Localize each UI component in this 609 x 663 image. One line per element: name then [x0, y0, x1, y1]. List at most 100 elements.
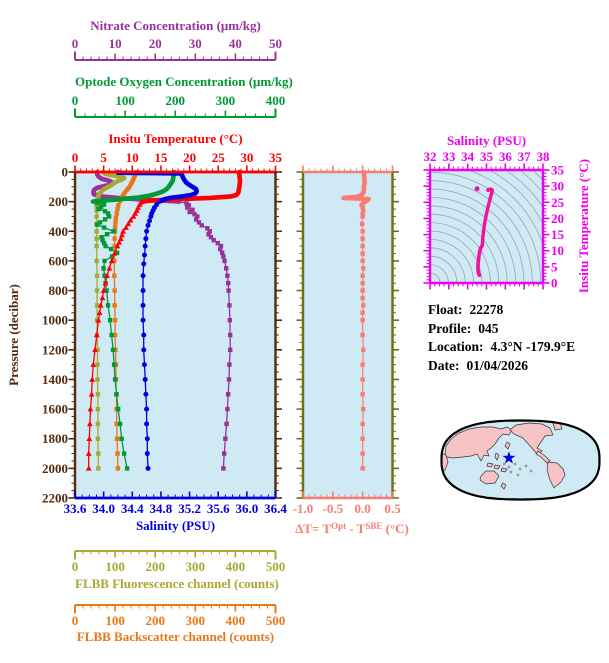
- svg-text:0: 0: [72, 613, 79, 628]
- svg-text:0: 0: [72, 559, 79, 574]
- svg-text:1400: 1400: [42, 372, 68, 387]
- delta-label-sup-opt: Opt: [331, 521, 347, 531]
- svg-text:-1.0: -1.0: [293, 501, 314, 516]
- svg-text:400: 400: [226, 559, 246, 574]
- svg-text:10: 10: [126, 150, 139, 165]
- svg-text:34: 34: [461, 149, 475, 164]
- svg-text:35: 35: [480, 149, 494, 164]
- svg-text:25: 25: [212, 150, 226, 165]
- pressure-axis-title: Pressure (decibar): [6, 284, 21, 386]
- svg-text:35: 35: [269, 150, 283, 165]
- svg-text:5: 5: [551, 259, 558, 274]
- svg-text:10: 10: [551, 243, 564, 258]
- svg-text:50: 50: [269, 36, 282, 51]
- svg-text:0: 0: [551, 276, 558, 291]
- svg-text:400: 400: [266, 93, 286, 108]
- nitrate-axis-title: Nitrate Concentration (μm/kg): [90, 18, 261, 33]
- svg-text:300: 300: [216, 93, 236, 108]
- svg-text:200: 200: [166, 93, 186, 108]
- svg-text:500: 500: [266, 613, 286, 628]
- svg-text:1000: 1000: [42, 313, 68, 328]
- temperature-axis-title: Insitu Temperature (°C): [108, 131, 243, 146]
- svg-text:10: 10: [109, 36, 122, 51]
- float-id-label: Float:: [428, 302, 463, 317]
- svg-text:33: 33: [442, 149, 456, 164]
- svg-text:2200: 2200: [42, 491, 68, 506]
- location-label: Location:: [428, 339, 484, 355]
- svg-text:15: 15: [154, 150, 168, 165]
- svg-text:100: 100: [105, 559, 125, 574]
- svg-text:-0.5: -0.5: [323, 501, 344, 516]
- profile-number-value: 045: [478, 320, 499, 336]
- date-value: 01/04/2026: [466, 357, 528, 373]
- profile-number-label: Profile:: [428, 320, 472, 336]
- svg-text:15: 15: [551, 227, 565, 242]
- float-info-block: Float: 22278 Profile: 045 Location: 4.3°N -…: [428, 301, 575, 375]
- svg-text:25: 25: [551, 195, 565, 210]
- svg-text:20: 20: [551, 211, 564, 226]
- profile-number-line: Profile: 045: [428, 320, 575, 339]
- svg-text:1800: 1800: [42, 431, 68, 446]
- ts-salinity-axis-title: Salinity (PSU): [446, 133, 527, 148]
- svg-text:35: 35: [551, 163, 565, 178]
- svg-text:200: 200: [145, 559, 165, 574]
- svg-text:34.8: 34.8: [150, 501, 173, 516]
- salinity-axis-title: Salinity (PSU): [135, 518, 216, 533]
- float-id-value: 22278: [469, 302, 504, 317]
- backscatter-axis-title: FLBB Backscatter channel (counts): [76, 629, 275, 644]
- svg-text:34.0: 34.0: [92, 501, 115, 516]
- svg-text:400: 400: [49, 224, 69, 239]
- svg-text:30: 30: [189, 36, 202, 51]
- svg-text:0: 0: [72, 150, 79, 165]
- svg-text:300: 300: [186, 613, 206, 628]
- delta-label-sup-sbe: SBE: [365, 521, 383, 531]
- svg-text:32: 32: [424, 149, 437, 164]
- float-position-star: [502, 451, 516, 464]
- svg-text:1200: 1200: [42, 342, 68, 357]
- svg-text:36: 36: [499, 149, 513, 164]
- svg-text:38: 38: [537, 149, 551, 164]
- svg-text:100: 100: [115, 93, 135, 108]
- date-line: Date: 01/04/2026: [428, 357, 575, 376]
- svg-text:500: 500: [266, 559, 286, 574]
- delta-label-prefix: ΔT= T: [295, 521, 332, 536]
- svg-text:0: 0: [62, 165, 69, 180]
- svg-text:300: 300: [186, 559, 206, 574]
- svg-text:0.0: 0.0: [355, 501, 371, 516]
- svg-text:1600: 1600: [42, 402, 68, 417]
- location-line: Location: 4.3°N -179.9°E: [428, 338, 575, 357]
- svg-text:20: 20: [149, 36, 162, 51]
- svg-text:35.2: 35.2: [178, 501, 201, 516]
- svg-text:30: 30: [551, 179, 564, 194]
- svg-text:20: 20: [183, 150, 196, 165]
- delta-label-suffix: (°C): [382, 521, 409, 536]
- date-label: Date:: [428, 357, 460, 373]
- svg-text:0.5: 0.5: [384, 501, 401, 516]
- svg-text:2000: 2000: [42, 461, 68, 476]
- location-value: 4.3°N -179.9°E: [490, 339, 576, 355]
- svg-text:5: 5: [100, 150, 107, 165]
- svg-text:400: 400: [226, 613, 246, 628]
- svg-text:30: 30: [240, 150, 253, 165]
- svg-text:0: 0: [72, 93, 79, 108]
- ts-temperature-axis-title: Insitu Temperature (°C): [576, 158, 591, 294]
- delta-t-axis-label: ΔT= TOpt - TSBE (°C): [287, 519, 417, 536]
- svg-text:36.4: 36.4: [264, 501, 287, 516]
- oxygen-axis-title: Optode Oxygen Concentration (μm/kg): [75, 74, 293, 89]
- svg-text:0: 0: [72, 36, 79, 51]
- svg-text:100: 100: [105, 613, 125, 628]
- svg-text:200: 200: [49, 194, 69, 209]
- svg-text:800: 800: [49, 283, 69, 298]
- svg-text:36.0: 36.0: [235, 501, 258, 516]
- svg-text:200: 200: [145, 613, 165, 628]
- fluorescence-axis-title: FLBB Fluorescence channel (counts): [75, 576, 279, 591]
- svg-text:35.6: 35.6: [207, 501, 230, 516]
- svg-text:34.4: 34.4: [121, 501, 144, 516]
- svg-text:40: 40: [229, 36, 242, 51]
- float-id-line: Float: 22278: [428, 301, 575, 320]
- svg-text:37: 37: [518, 149, 532, 164]
- svg-text:600: 600: [49, 253, 69, 268]
- delta-label-middle: - T: [346, 521, 366, 536]
